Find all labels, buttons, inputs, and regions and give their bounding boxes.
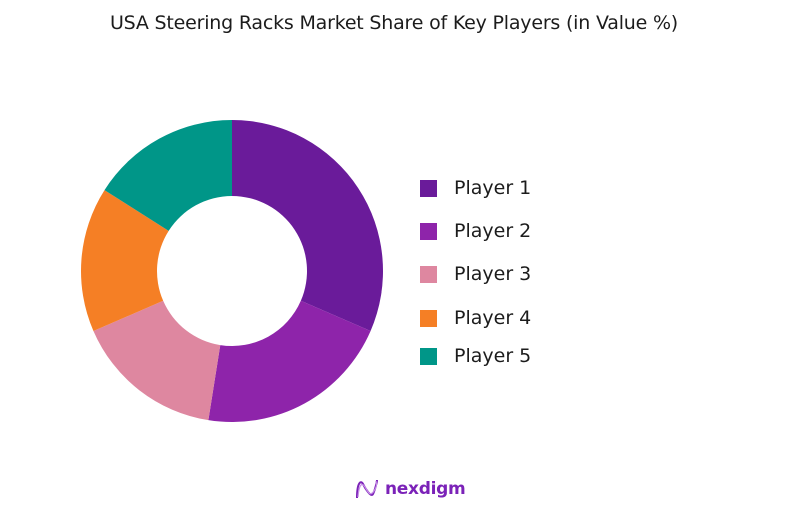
donut-slice-player-1 — [232, 120, 383, 331]
legend-item-player-3: Player 3 — [420, 263, 531, 285]
legend-label: Player 4 — [454, 307, 532, 329]
legend-label: Player 2 — [454, 220, 532, 242]
donut-slice-player-4 — [80, 190, 169, 331]
legend-label: Player 3 — [454, 263, 532, 285]
donut-slices — [80, 120, 383, 422]
legend-swatch — [420, 179, 437, 197]
chart-title: USA Steering Racks Market Share of Key P… — [109, 12, 679, 34]
legend-item-player-5: Player 5 — [420, 345, 531, 367]
legend-swatch — [420, 222, 437, 240]
legend-swatch — [420, 347, 437, 365]
donut-slice-player-5 — [104, 120, 232, 231]
donut-slice-player-3 — [93, 300, 221, 421]
legend-label: Player 1 — [454, 177, 532, 199]
nexdigm-wave-logo-icon — [356, 479, 378, 499]
legend-swatch — [420, 265, 437, 283]
legend-swatch — [420, 309, 437, 327]
legend-label: Player 5 — [454, 345, 532, 367]
legend-item-player-4: Player 4 — [420, 307, 531, 329]
donut-slice-player-2 — [208, 300, 371, 422]
nexdigm-logo: nexdigm — [355, 478, 466, 500]
legend-item-player-1: Player 1 — [420, 177, 531, 199]
brand-name: nexdigm — [385, 479, 466, 499]
legend-item-player-2: Player 2 — [420, 220, 531, 242]
